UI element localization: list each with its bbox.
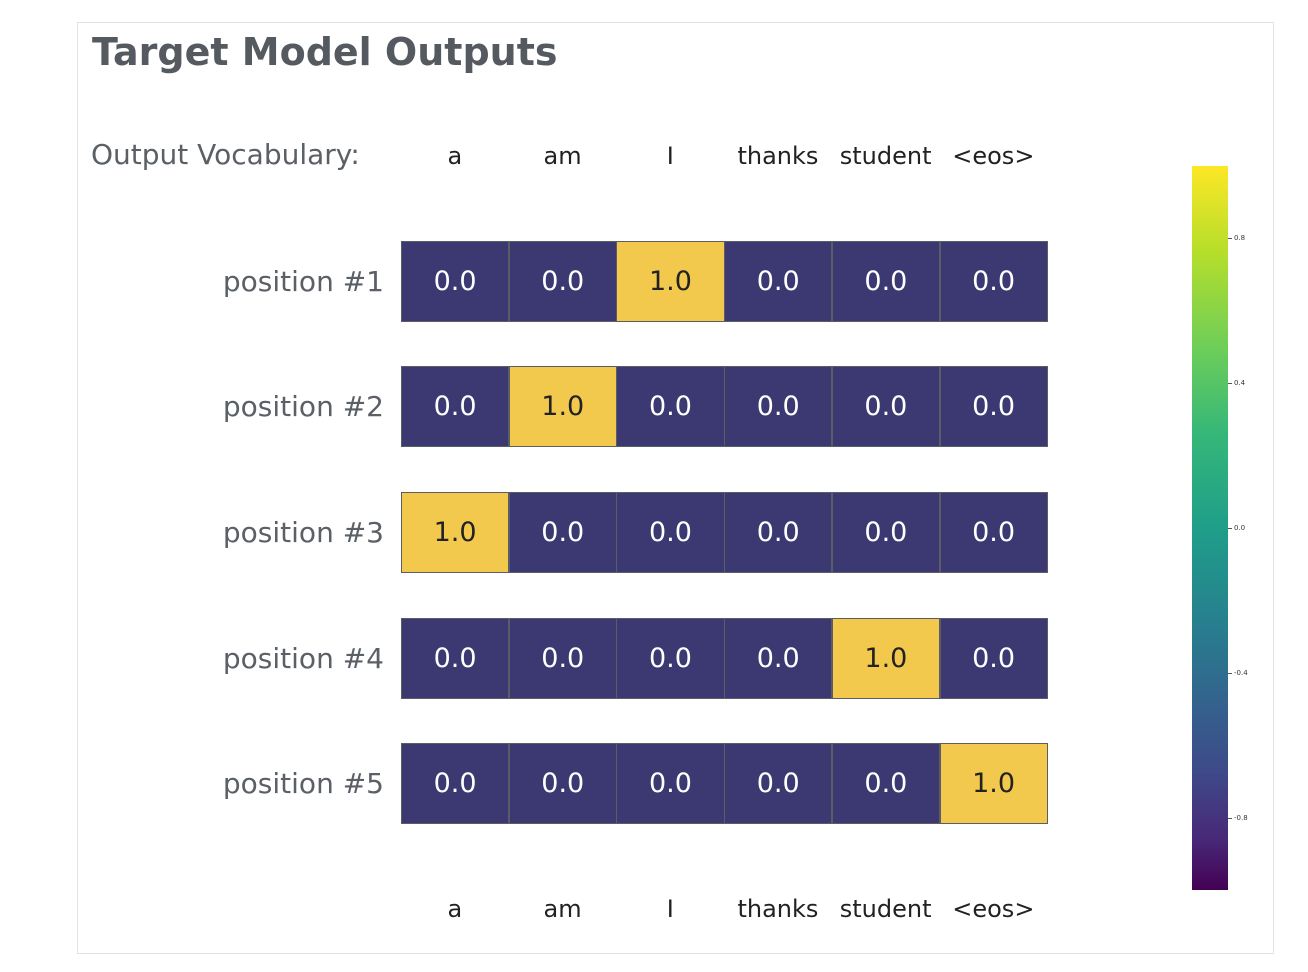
colorbar-gradient bbox=[1192, 166, 1228, 890]
row-label: position #5 bbox=[222, 767, 384, 800]
heatmap-cell: 0.0 bbox=[401, 743, 510, 824]
chart-frame bbox=[77, 22, 1274, 954]
heatmap-cell: 0.0 bbox=[939, 366, 1048, 447]
colorbar-tick-mark bbox=[1228, 238, 1232, 240]
column-label-top: a bbox=[447, 142, 463, 170]
heatmap-cell: 0.0 bbox=[724, 492, 833, 573]
heatmap-cell: 0.0 bbox=[831, 241, 940, 322]
column-label-top: <eos> bbox=[952, 142, 1035, 170]
heatmap-cell: 0.0 bbox=[939, 241, 1048, 322]
heatmap-cell: 1.0 bbox=[616, 241, 725, 322]
heatmap-cell: 0.0 bbox=[616, 743, 725, 824]
column-label-top: thanks bbox=[737, 142, 819, 170]
row-label: position #2 bbox=[222, 390, 384, 423]
heatmap-cell: 0.0 bbox=[508, 743, 617, 824]
heatmap-cell: 0.0 bbox=[401, 618, 510, 699]
colorbar-tick-label: 0.0 bbox=[1234, 524, 1246, 532]
heatmap-cell: 0.0 bbox=[724, 743, 833, 824]
heatmap-cell: 1.0 bbox=[401, 492, 510, 573]
heatmap-cell: 1.0 bbox=[831, 618, 940, 699]
heatmap-cell: 0.0 bbox=[616, 618, 725, 699]
heatmap-cell: 0.0 bbox=[724, 618, 833, 699]
heatmap-cell: 0.0 bbox=[724, 366, 833, 447]
heatmap-cell: 0.0 bbox=[508, 492, 617, 573]
column-label-bottom: I bbox=[666, 895, 674, 923]
column-label-top: student bbox=[839, 142, 932, 170]
column-label-bottom: thanks bbox=[737, 895, 819, 923]
colorbar-tick-mark bbox=[1228, 672, 1232, 674]
row-label: position #1 bbox=[222, 265, 384, 298]
column-label-bottom: <eos> bbox=[952, 895, 1035, 923]
column-label-bottom: a bbox=[447, 895, 463, 923]
heatmap-cell: 0.0 bbox=[939, 618, 1048, 699]
heatmap-cell: 0.0 bbox=[401, 366, 510, 447]
heatmap-cell: 0.0 bbox=[508, 618, 617, 699]
heatmap-cell: 0.0 bbox=[616, 492, 725, 573]
heatmap-cell: 0.0 bbox=[508, 241, 617, 322]
column-label-bottom: student bbox=[839, 895, 932, 923]
column-label-bottom: am bbox=[543, 895, 582, 923]
heatmap-cell: 0.0 bbox=[831, 492, 940, 573]
colorbar-tick-mark bbox=[1228, 528, 1232, 529]
heatmap-cell: 0.0 bbox=[939, 492, 1048, 573]
column-label-top: am bbox=[543, 142, 582, 170]
vocab-label: Output Vocabulary: bbox=[91, 138, 360, 171]
colorbar-tick-label: 0.4 bbox=[1234, 379, 1246, 388]
heatmap-cell: 1.0 bbox=[939, 743, 1048, 824]
heatmap-cell: 1.0 bbox=[508, 366, 617, 447]
colorbar-tick-mark bbox=[1228, 383, 1232, 385]
colorbar-tick-label: -0.8 bbox=[1234, 813, 1248, 822]
chart-title: Target Model Outputs bbox=[92, 30, 558, 74]
row-label: position #3 bbox=[222, 516, 384, 549]
colorbar-tick-label: -0.4 bbox=[1234, 668, 1248, 677]
colorbar-tick-label: 0.8 bbox=[1234, 234, 1246, 243]
row-label: position #4 bbox=[222, 642, 384, 675]
heatmap-cell: 0.0 bbox=[616, 366, 725, 447]
column-label-top: I bbox=[666, 142, 674, 170]
heatmap-cell: 0.0 bbox=[831, 743, 940, 824]
colorbar-tick-mark bbox=[1228, 817, 1232, 819]
heatmap-cell: 0.0 bbox=[724, 241, 833, 322]
heatmap-cell: 0.0 bbox=[831, 366, 940, 447]
heatmap-cell: 0.0 bbox=[401, 241, 510, 322]
